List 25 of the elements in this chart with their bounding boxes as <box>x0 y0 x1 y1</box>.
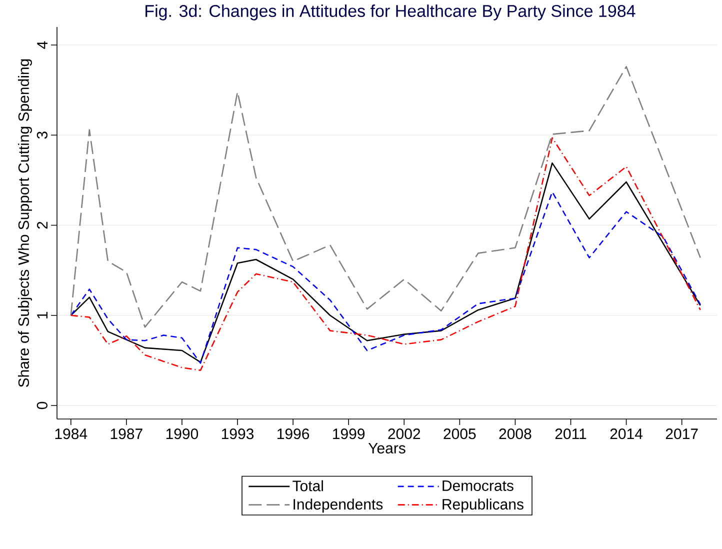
y-tick-label: 1 <box>37 312 48 318</box>
chart-title: Fig. 3d: Changes in Attitudes for Healthcare By Party Since 1984 <box>146 4 636 20</box>
x-tick-label: 1990 <box>166 428 198 440</box>
legend-label: Republicans <box>442 498 524 513</box>
y-tick-label: 0 <box>36 402 48 410</box>
x-tick-label: 2017 <box>666 428 698 440</box>
y-tick-label: 4 <box>37 41 48 49</box>
x-tick-label: 2011 <box>555 428 586 440</box>
x-tick-label: 1984 <box>55 428 88 440</box>
x-tick-label: 2002 <box>388 428 420 440</box>
x-tick-label: 2005 <box>444 428 476 440</box>
y-tick-label: 2 <box>36 222 48 229</box>
legend-label: Democrats <box>442 480 514 491</box>
x-axis-title: Years <box>368 443 406 454</box>
x-tick-label: 1996 <box>278 428 310 440</box>
x-tick-label: 1999 <box>333 428 365 440</box>
legend-label: Independents <box>294 498 383 513</box>
x-tick-label: 1987 <box>110 428 142 440</box>
x-tick-label: 1993 <box>222 428 254 440</box>
line-series <box>70 66 701 328</box>
legend-label: Total <box>292 480 323 492</box>
x-tick-label: 2008 <box>499 428 532 440</box>
x-tick-label: 2014 <box>610 428 643 440</box>
y-tick-label: 3 <box>36 132 48 139</box>
y-axis-title: Share of Subjects Who Support Cutting Spending <box>18 59 32 388</box>
